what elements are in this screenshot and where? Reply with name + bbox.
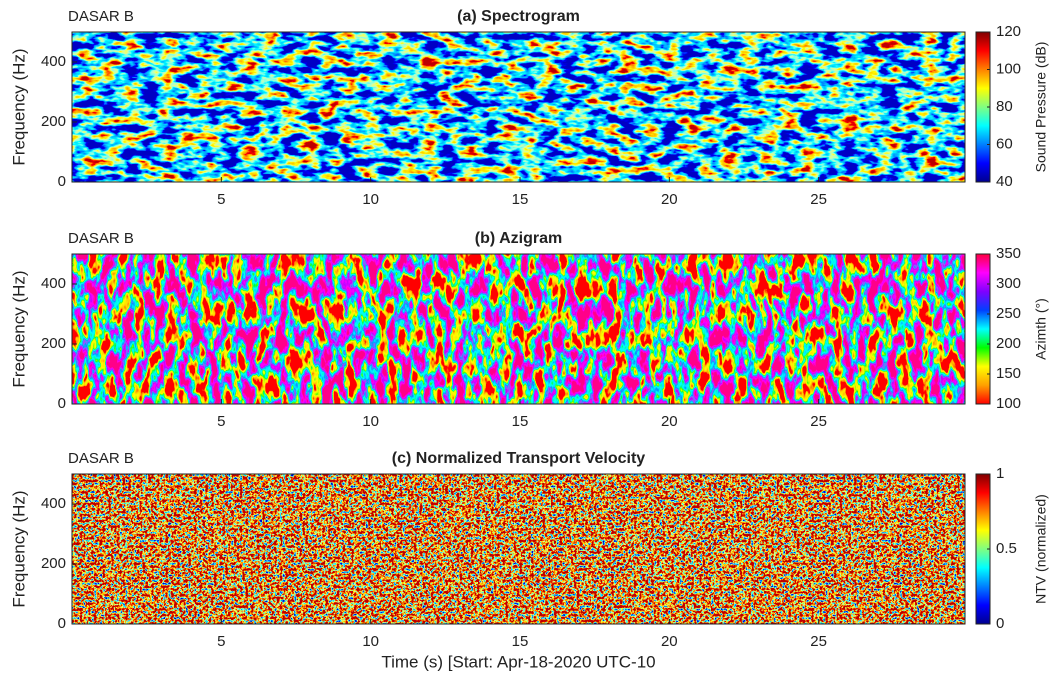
heatmap-image <box>72 32 965 182</box>
x-tick-label: 25 <box>810 633 827 650</box>
plot-frame <box>71 253 966 405</box>
x-tick-label: 10 <box>362 633 379 650</box>
x-tick-label: 20 <box>661 633 678 650</box>
chart-title: (c) Normalized Transport Velocity <box>392 450 646 467</box>
colorbar-tick-label: 100 <box>996 60 1021 77</box>
colorbar-tick-label: 120 <box>996 23 1021 40</box>
y-tick-label: 0 <box>58 615 66 632</box>
colorbar-tick-label: 350 <box>996 245 1021 262</box>
y-tick-label: 200 <box>41 555 66 572</box>
colorbar-label: Sound Pressure (dB) <box>1033 42 1049 173</box>
colorbar-label: NTV (normalized) <box>1033 494 1049 604</box>
colorbar-tick-label: 40 <box>996 173 1013 190</box>
colorbar-tick-label: 80 <box>996 98 1013 115</box>
x-tick-label: 5 <box>217 413 225 430</box>
x-axis-label: Time (s) [Start: Apr-18-2020 UTC-10 <box>381 652 655 671</box>
colorbar-tick-label: 0 <box>996 615 1004 632</box>
heatmap-image <box>72 474 965 624</box>
y-tick-label: 0 <box>58 173 66 190</box>
colorbar <box>975 253 991 405</box>
colorbar-tick-label: 250 <box>996 305 1021 322</box>
x-tick-label: 20 <box>661 413 678 430</box>
y-axis-label: Frequency (Hz) <box>9 48 28 165</box>
y-tick-label: 400 <box>41 275 66 292</box>
colorbar-tick-label: 300 <box>996 275 1021 292</box>
y-tick-label: 0 <box>58 395 66 412</box>
y-tick-label: 200 <box>41 113 66 130</box>
colorbar-tick-label: 150 <box>996 365 1021 382</box>
x-tick-label: 20 <box>661 191 678 208</box>
chart-title: (b) Azigram <box>475 230 562 247</box>
colorbar-label: Azimth (°) <box>1033 298 1049 360</box>
plot-frame <box>71 31 966 183</box>
x-tick-label: 25 <box>810 191 827 208</box>
chart-title: (a) Spectrogram <box>457 8 580 25</box>
colorbar-tick-label: 200 <box>996 335 1021 352</box>
plot-frame <box>71 473 966 625</box>
x-tick-label: 25 <box>810 413 827 430</box>
annotation: DASAR B <box>68 8 134 25</box>
x-tick-label: 15 <box>512 191 529 208</box>
colorbar-tick-label: 100 <box>996 395 1021 412</box>
x-tick-label: 10 <box>362 413 379 430</box>
y-axis-label: Frequency (Hz) <box>9 490 28 607</box>
annotation: DASAR B <box>68 450 134 467</box>
x-tick-label: 15 <box>512 633 529 650</box>
x-tick-label: 15 <box>512 413 529 430</box>
y-tick-label: 200 <box>41 335 66 352</box>
colorbar-tick-label: 60 <box>996 135 1013 152</box>
colorbar-tick-label: 1 <box>996 465 1004 482</box>
y-tick-label: 400 <box>41 53 66 70</box>
x-tick-label: 10 <box>362 191 379 208</box>
y-axis-label: Frequency (Hz) <box>9 270 28 387</box>
colorbar-tick-label: 0.5 <box>996 540 1017 557</box>
heatmap-image <box>72 254 965 404</box>
x-tick-label: 5 <box>217 191 225 208</box>
annotation: DASAR B <box>68 230 134 247</box>
x-tick-label: 5 <box>217 633 225 650</box>
y-tick-label: 400 <box>41 495 66 512</box>
